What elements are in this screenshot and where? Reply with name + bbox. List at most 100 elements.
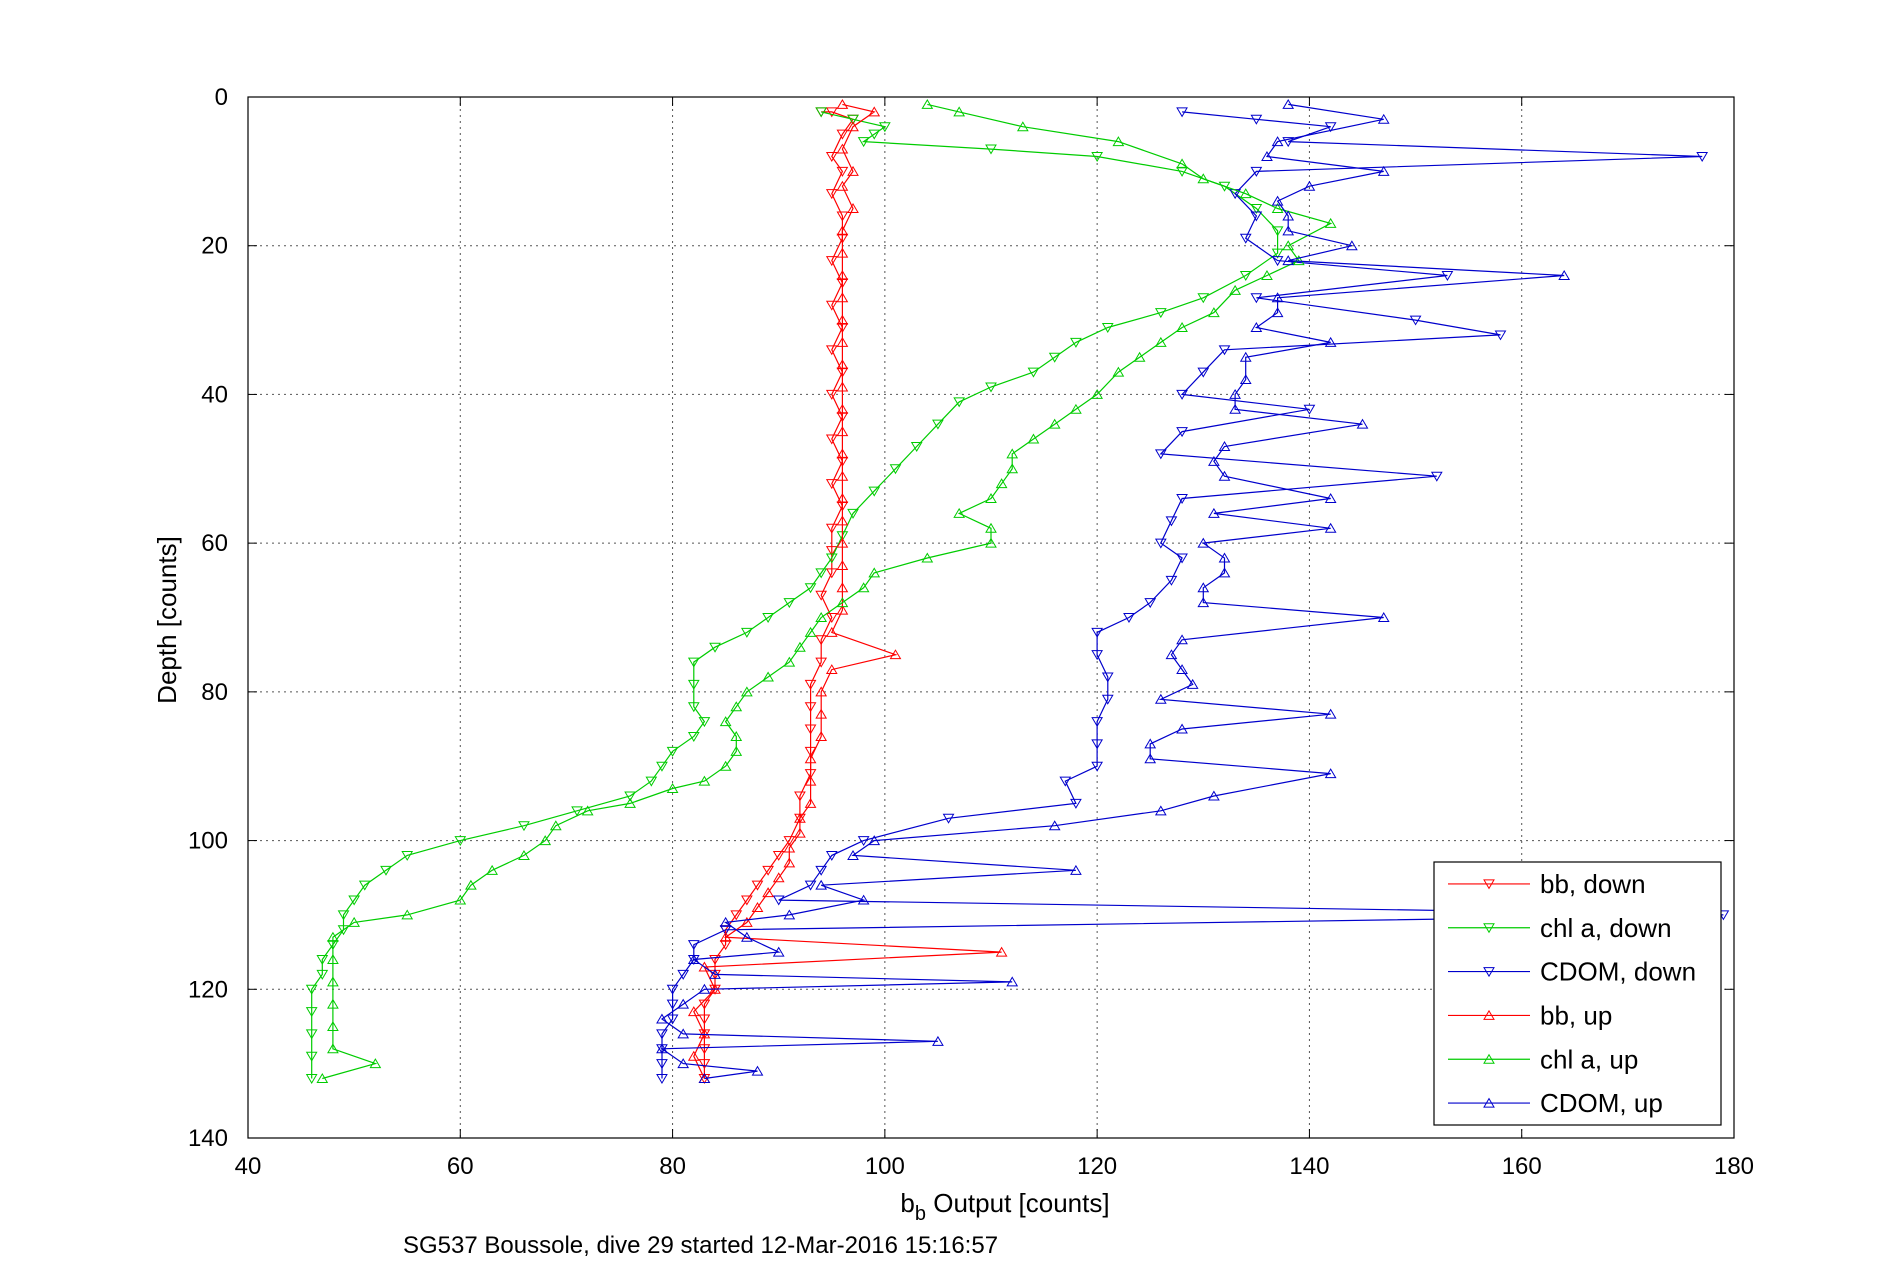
legend-label: CDOM, down bbox=[1540, 957, 1696, 987]
data-point bbox=[794, 827, 806, 838]
data-point bbox=[953, 106, 966, 117]
data-point bbox=[327, 1020, 339, 1031]
data-point bbox=[1208, 790, 1220, 801]
data-point bbox=[656, 1029, 668, 1040]
axes-frame bbox=[247, 96, 1735, 1139]
data-point bbox=[1048, 418, 1061, 429]
data-point bbox=[1377, 612, 1390, 622]
data-point bbox=[836, 604, 849, 615]
data-point bbox=[518, 821, 530, 832]
data-point bbox=[1197, 293, 1210, 304]
data-point bbox=[740, 627, 753, 638]
legend: bb, down chl a, down CDOM, down bb, up chl a… bbox=[1433, 861, 1722, 1126]
data-point bbox=[1154, 449, 1167, 460]
data-point bbox=[772, 872, 785, 883]
legend-marker bbox=[1483, 879, 1495, 890]
grid-lines bbox=[248, 97, 1734, 1138]
data-point bbox=[1154, 308, 1167, 319]
y-axis-ticks: 0 20 40 60 80 100 120 140 bbox=[188, 84, 1734, 1152]
data-point bbox=[687, 1006, 700, 1017]
data-point bbox=[1430, 471, 1443, 482]
data-point bbox=[1250, 293, 1263, 304]
data-point bbox=[719, 760, 732, 771]
y-tick-label: 140 bbox=[188, 1125, 228, 1152]
data-point bbox=[1176, 389, 1188, 400]
data-point bbox=[932, 1035, 944, 1046]
data-point bbox=[836, 359, 849, 370]
data-point bbox=[783, 598, 796, 609]
data-point bbox=[783, 656, 796, 667]
legend-marker bbox=[1483, 967, 1495, 978]
data-point bbox=[1101, 323, 1114, 333]
data-point bbox=[1006, 976, 1019, 987]
data-point bbox=[836, 597, 849, 608]
legend-label: bb, up bbox=[1540, 1000, 1612, 1030]
series-chl-a-down bbox=[305, 107, 1284, 1084]
data-point bbox=[825, 523, 838, 534]
data-point bbox=[1091, 761, 1104, 772]
data-point bbox=[1282, 137, 1295, 148]
data-point bbox=[751, 1065, 764, 1076]
figure-caption: SG537 Boussole, dive 29 started 12-Mar-2… bbox=[403, 1232, 998, 1259]
data-point bbox=[1091, 388, 1104, 399]
data-point bbox=[836, 448, 849, 459]
data-point bbox=[1250, 166, 1263, 177]
data-point bbox=[1070, 337, 1082, 348]
data-point bbox=[698, 1014, 711, 1025]
data-point bbox=[847, 203, 859, 214]
data-point bbox=[687, 679, 700, 690]
data-point bbox=[794, 812, 806, 823]
data-point bbox=[337, 910, 350, 921]
data-point bbox=[857, 582, 870, 593]
data-point bbox=[1070, 864, 1082, 875]
data-point bbox=[1324, 493, 1337, 504]
data-point bbox=[656, 761, 668, 772]
data-point bbox=[825, 389, 838, 400]
data-point bbox=[847, 114, 859, 125]
data-point bbox=[698, 1059, 711, 1070]
data-point bbox=[1070, 798, 1082, 809]
x-axis-ticks: 40 60 80 100 120 140 160 180 bbox=[235, 97, 1754, 1180]
data-point bbox=[985, 537, 997, 548]
data-point bbox=[1250, 322, 1263, 333]
legend-entry: bb, up bbox=[1448, 1000, 1612, 1030]
data-point bbox=[836, 537, 849, 548]
data-point bbox=[836, 225, 849, 236]
data-point bbox=[1239, 351, 1252, 362]
data-point bbox=[1154, 336, 1167, 347]
data-point bbox=[687, 954, 700, 965]
plot-area bbox=[247, 96, 1735, 1139]
data-point bbox=[836, 381, 849, 392]
data-point bbox=[836, 582, 849, 593]
legend-box bbox=[1433, 861, 1722, 1126]
data-point bbox=[1176, 664, 1188, 675]
data-point bbox=[581, 805, 594, 816]
data-point bbox=[1303, 404, 1316, 415]
data-point bbox=[687, 702, 700, 713]
data-point bbox=[698, 1073, 711, 1084]
data-point bbox=[656, 1013, 668, 1024]
data-point bbox=[1239, 374, 1252, 385]
data-point bbox=[836, 292, 849, 303]
data-point bbox=[1346, 240, 1358, 251]
data-point bbox=[305, 984, 318, 995]
legend-entry: bb, down bbox=[1448, 869, 1646, 899]
x-axis-label: bb Output [counts] bbox=[900, 1188, 1109, 1225]
data-point bbox=[539, 835, 552, 846]
data-point bbox=[327, 998, 339, 1009]
data-point bbox=[624, 791, 636, 802]
data-point bbox=[709, 955, 721, 966]
data-point bbox=[1250, 204, 1263, 215]
series-layer bbox=[305, 98, 1730, 1084]
series-line bbox=[660, 103, 1565, 1080]
data-point bbox=[1176, 166, 1188, 177]
data-point bbox=[783, 842, 796, 853]
data-point bbox=[1218, 567, 1231, 578]
x-tick-label: 60 bbox=[447, 1153, 474, 1180]
data-point bbox=[348, 895, 361, 906]
data-point bbox=[1494, 330, 1507, 341]
data-point bbox=[847, 849, 859, 860]
data-point bbox=[1112, 136, 1125, 147]
legend-label: bb, down bbox=[1540, 869, 1646, 899]
data-point bbox=[369, 1058, 382, 1069]
